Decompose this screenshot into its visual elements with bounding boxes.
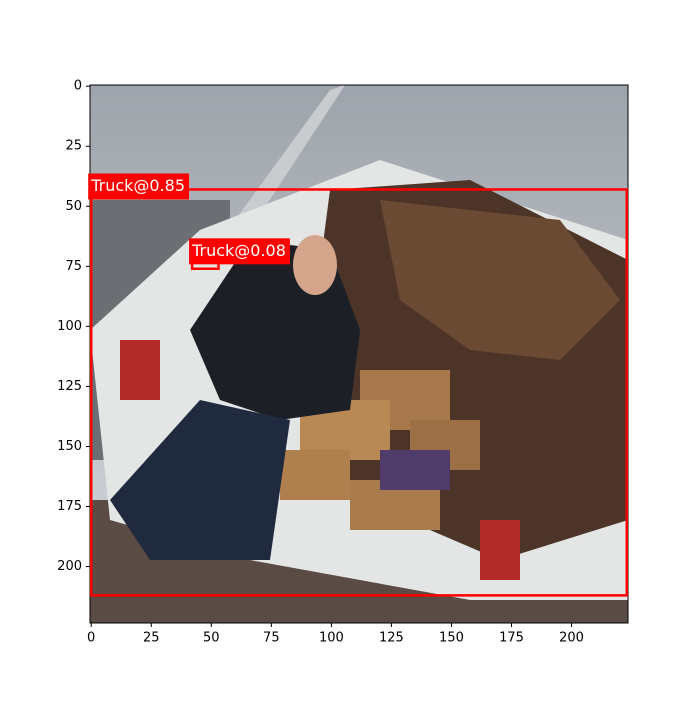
y-tick-label: 175 <box>57 499 82 514</box>
label-background <box>189 238 290 265</box>
y-tick-label: 50 <box>65 199 82 214</box>
x-tick-label: 25 <box>143 631 160 646</box>
y-tick-label: 75 <box>65 259 82 274</box>
x-tick-label: 125 <box>379 631 404 646</box>
y-tick-label: 100 <box>57 319 82 334</box>
x-tick-label: 0 <box>87 631 95 646</box>
y-tick-label: 0 <box>74 79 82 94</box>
x-tick-label: 75 <box>263 631 280 646</box>
detection-box <box>89 188 629 597</box>
detection-label: Truck@0.08 <box>191 241 286 260</box>
x-tick-label: 175 <box>499 631 524 646</box>
y-tick-label: 25 <box>65 139 82 154</box>
y-tick-label: 200 <box>57 559 82 574</box>
x-tick-label: 150 <box>439 631 464 646</box>
y-tick-label: 150 <box>57 439 82 454</box>
label-background <box>88 173 190 200</box>
photo <box>90 85 628 623</box>
x-tick-label: 50 <box>203 631 220 646</box>
detection-label: Truck@0.85 <box>90 176 185 195</box>
x-tick-label: 200 <box>559 631 584 646</box>
x-tick-label: 100 <box>319 631 344 646</box>
y-tick-label: 125 <box>57 379 82 394</box>
